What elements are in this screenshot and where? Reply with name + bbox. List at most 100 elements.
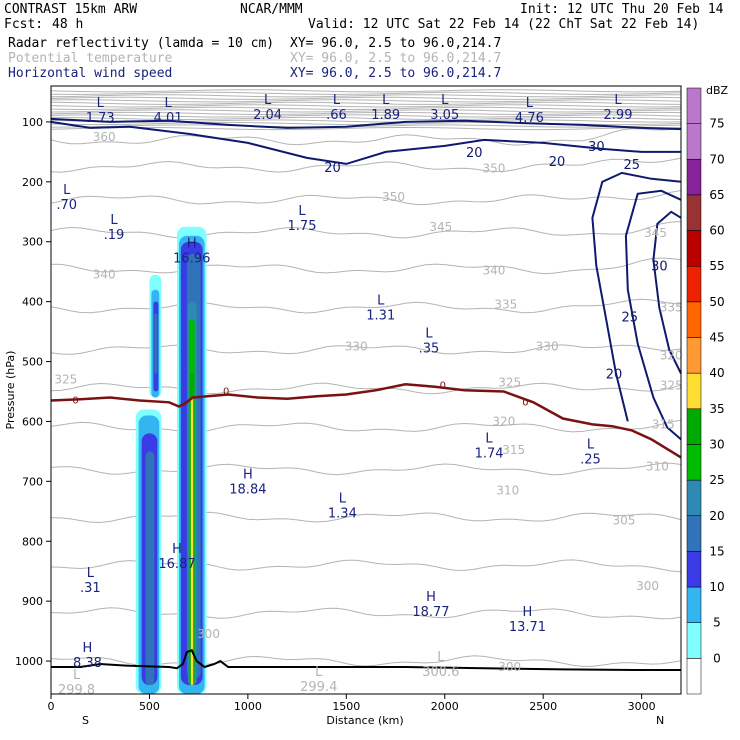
extremum: H16.96 (173, 237, 210, 267)
colorbar-swatch (686, 444, 702, 481)
extremum-type: L (485, 431, 493, 446)
strat-theta-line (50, 94, 682, 98)
colorbar-label: 70 (709, 152, 724, 166)
plot-area: 360 350 350 345 345 340 340 335 335 330 330 320 325 3… (50, 85, 683, 698)
extremum-value: 4.76 (515, 111, 544, 126)
y-tick-label: 500 (22, 356, 43, 369)
strat-theta-line (50, 111, 682, 116)
colorbar-swatch (686, 265, 702, 303)
y-tick-label: 100 (22, 116, 43, 129)
theta-label: 310 (646, 459, 669, 473)
extremum-type: H (83, 641, 93, 656)
plot-frame (50, 85, 682, 695)
freezing-label: 0 (440, 381, 446, 392)
extremum-value: 1.34 (328, 506, 357, 521)
extremum: L1.75 (288, 204, 317, 234)
y-tick-label: 300 (22, 236, 43, 249)
org-label: NCAR/MMM (240, 2, 303, 17)
theta-label: 300 (636, 579, 659, 593)
extremum-type: L (333, 93, 341, 108)
extremum-type: L (441, 93, 449, 108)
wind-label: 25 (624, 158, 641, 173)
colorbar-swatch (686, 230, 702, 267)
colorbar-label: 40 (709, 366, 724, 380)
extremum-type: H (523, 605, 533, 620)
wind-contour (50, 117, 682, 131)
theta-label: 345 (644, 226, 667, 240)
x-axis-label: Distance (km) (326, 714, 403, 727)
extremum-value: 16.87 (158, 557, 195, 572)
extremum-type: L (165, 96, 173, 111)
colorbar-swatch (686, 515, 702, 552)
extremum: L.66 (326, 93, 347, 123)
x-axis: 0 500 1000 1500 2000 2500 3000 (48, 694, 656, 713)
strat-theta-line (51, 124, 682, 128)
freezing-label: 0 (522, 397, 528, 408)
colorbar-swatch (686, 551, 702, 588)
reflectivity-cell (190, 397, 194, 685)
extremum-type: L (587, 437, 595, 452)
wind-contour (50, 120, 681, 165)
fcst-label: Fcst: (4, 17, 43, 32)
wind-label: 20 (606, 368, 623, 383)
field-xy-wind: XY= 96.0, 2.5 to 96.0,214.7 (290, 66, 501, 81)
extremum-value: 18.77 (412, 605, 449, 620)
extremum-value: .25 (580, 452, 601, 467)
extremum-value: .19 (104, 228, 125, 243)
extremum: L.31 (80, 566, 101, 596)
colorbar-label: 75 (709, 117, 724, 131)
x-tick-label: 500 (139, 700, 160, 713)
fcst-value: 48 h (52, 17, 83, 32)
strat-theta-line (50, 99, 682, 103)
extremum-type: L (339, 491, 347, 506)
theta-label: 325 (54, 373, 77, 387)
extremum: L.19 (104, 213, 125, 243)
extremum-value: 18.84 (229, 482, 266, 497)
theta-label: 310 (496, 483, 519, 497)
theta-label: 350 (483, 162, 506, 176)
x-tick-label: 1000 (234, 700, 262, 713)
theta-label: 340 (483, 263, 506, 277)
model-title: CONTRAST 15km ARW (4, 2, 137, 17)
y-tick-label: 200 (22, 176, 43, 189)
extremum-value: 1.73 (86, 111, 115, 126)
extremum-type: H (426, 590, 436, 605)
colorbar-label: 30 (709, 437, 724, 451)
terrain-line (51, 649, 681, 671)
extremum-value: 8.38 (73, 656, 102, 671)
extremum: H8.38 (73, 641, 102, 671)
extremum-type: L (87, 566, 95, 581)
colorbar-label: 5 (713, 616, 721, 630)
extremum-type: L (437, 650, 445, 665)
colorbar-swatch (686, 301, 702, 338)
wind-contours (50, 117, 682, 441)
theta-label: 330 (345, 340, 368, 354)
extremum-type: L (110, 213, 118, 228)
y-tick-label: 800 (22, 535, 43, 548)
wind-label: 30 (651, 260, 668, 275)
colorbar-swatch (686, 408, 702, 445)
extremum-value: .35 (419, 342, 440, 357)
colorbar-label: 50 (709, 295, 724, 309)
theta-label: 335 (660, 301, 683, 315)
terrain-line (51, 649, 681, 671)
colorbar-swatch (686, 372, 702, 410)
extremum-type: L (377, 294, 385, 309)
freezing-labels: 0 0 0 0 (72, 381, 528, 409)
colorbar-label: 65 (709, 188, 724, 202)
theta-label: 335 (494, 298, 517, 312)
extremum-type: L (264, 93, 272, 108)
extremum-type: H (172, 542, 182, 557)
extremum-value: 1.75 (288, 219, 317, 234)
freezing-label: 0 (223, 386, 229, 397)
colorbar-label: 15 (709, 544, 724, 558)
extremum-type: L (526, 96, 534, 111)
extremum-type: H (243, 467, 253, 482)
extremum-type: L (425, 327, 433, 342)
extremum: H16.87 (158, 542, 195, 572)
extremum-type: L (315, 665, 323, 680)
extremum: L4.01 (154, 96, 183, 126)
extremum-value: 13.71 (509, 620, 546, 635)
strat-theta-line (50, 96, 682, 100)
